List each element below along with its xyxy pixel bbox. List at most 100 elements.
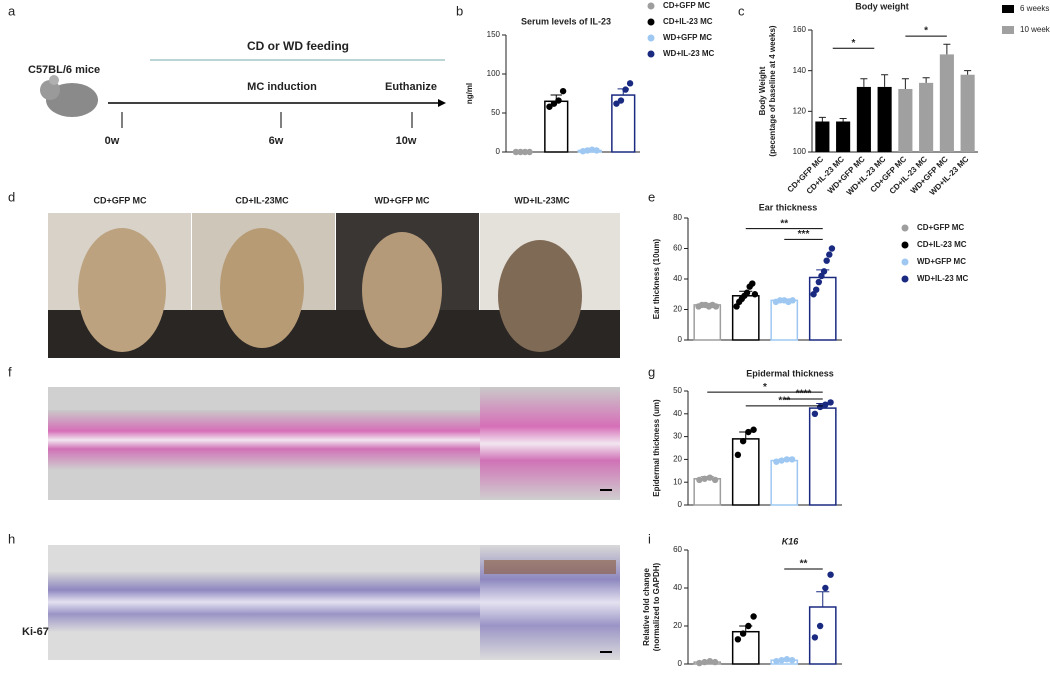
- data-point: [593, 147, 600, 154]
- data-point: [788, 657, 796, 664]
- error-bar: [816, 591, 830, 607]
- bar: [808, 407, 837, 506]
- bar: [960, 74, 975, 152]
- significance-label: ****: [796, 389, 812, 400]
- y-axis-label: (normalized to GAPDH): [652, 562, 661, 651]
- data-point: [555, 97, 562, 104]
- data-point: [822, 401, 829, 408]
- chart-title: Epidermal thickness: [746, 368, 834, 378]
- legend-label: CD+GFP MC: [663, 1, 710, 10]
- data-point: [749, 280, 756, 287]
- y-tick-label: 50: [673, 386, 682, 395]
- chart-title: Ear thickness: [759, 202, 818, 212]
- data-point: [711, 476, 719, 484]
- data-point: [788, 456, 796, 463]
- y-tick-label: 40: [673, 583, 682, 592]
- error-bar: [818, 116, 826, 122]
- error-bar: [922, 77, 930, 83]
- legend-label: CD+IL-23 MC: [663, 17, 713, 26]
- data-point: [827, 399, 834, 406]
- data-point: [743, 289, 751, 296]
- bar: [836, 121, 851, 152]
- panel-label: e: [648, 189, 655, 204]
- data-point: [701, 658, 708, 666]
- y-tick-label: 0: [678, 335, 683, 344]
- data-point: [696, 659, 703, 667]
- ear: [78, 228, 166, 352]
- data-point: [745, 622, 752, 630]
- legend-marker: [647, 34, 655, 42]
- data-point: [815, 278, 823, 286]
- data-point: [701, 475, 708, 482]
- data-point: [778, 457, 785, 464]
- data-point: [811, 634, 819, 641]
- mouse-head: [40, 80, 60, 100]
- event-label: Euthanize: [385, 81, 437, 93]
- data-point: [773, 657, 780, 665]
- legend-marker: [901, 224, 909, 232]
- data-point: [826, 251, 833, 258]
- data-point: [613, 100, 620, 107]
- data-point: [822, 584, 829, 592]
- data-point: [751, 291, 759, 298]
- data-point: [783, 656, 791, 663]
- y-tick-label: 0: [496, 147, 501, 156]
- ear: [220, 228, 304, 348]
- panel-label: g: [648, 364, 655, 379]
- data-point: [512, 148, 520, 156]
- y-tick-label: 60: [673, 545, 682, 554]
- y-tick-label: 40: [673, 409, 682, 418]
- photo-label: CD+GFP MC: [93, 195, 147, 205]
- data-point: [712, 303, 720, 310]
- data-point: [711, 658, 719, 666]
- data-point: [546, 103, 553, 110]
- data-point: [521, 148, 529, 156]
- legend-label: WD+GFP MC: [663, 33, 712, 42]
- data-point: [696, 476, 703, 484]
- data-point: [811, 410, 819, 417]
- ihc-stain: [484, 560, 616, 574]
- mouse-ear: [49, 75, 59, 85]
- y-axis-label: Epidermal thickness (um): [652, 399, 661, 497]
- legend-marker: [647, 2, 655, 10]
- legend-label: WD+IL-23 MC: [663, 49, 715, 58]
- significance-label: *: [924, 26, 928, 37]
- error-bar: [901, 78, 909, 89]
- data-point: [706, 474, 714, 481]
- y-tick-label: 100: [487, 69, 501, 78]
- legend-label: WD+GFP MC: [917, 257, 966, 266]
- y-tick-label: 50: [491, 108, 500, 117]
- legend-marker: [647, 18, 655, 26]
- panel-label: b: [456, 3, 463, 18]
- timeline-arrowhead: [438, 99, 446, 107]
- data-point: [813, 286, 820, 293]
- legend-label: WD+IL-23 MC: [917, 274, 969, 283]
- data-point: [517, 148, 524, 156]
- data-point: [827, 571, 834, 578]
- significance-label: **: [800, 559, 808, 570]
- y-tick-label: 0: [678, 500, 683, 509]
- panel-label: d: [8, 189, 15, 204]
- y-axis-label: Ear thickness (10um): [652, 238, 661, 319]
- significance-label: *: [852, 38, 856, 49]
- error-bar: [860, 78, 868, 87]
- panel-label: c: [738, 3, 745, 18]
- legend-swatch: [1002, 26, 1014, 34]
- week-label: 6w: [269, 135, 284, 147]
- data-point: [617, 97, 625, 104]
- y-tick-label: 40: [673, 274, 682, 283]
- data-point: [526, 148, 533, 156]
- ear: [362, 232, 442, 348]
- legend-marker: [901, 275, 909, 283]
- error-bar: [839, 117, 847, 122]
- y-tick-label: 150: [487, 30, 501, 39]
- data-point: [622, 86, 629, 93]
- chart-title: K16: [782, 536, 800, 546]
- chart-title: Serum levels of IL-23: [521, 16, 611, 26]
- he-section: [48, 410, 480, 470]
- data-point: [828, 245, 836, 252]
- error-bar: [943, 43, 951, 55]
- bar: [898, 88, 913, 152]
- y-tick-label: 20: [673, 305, 682, 314]
